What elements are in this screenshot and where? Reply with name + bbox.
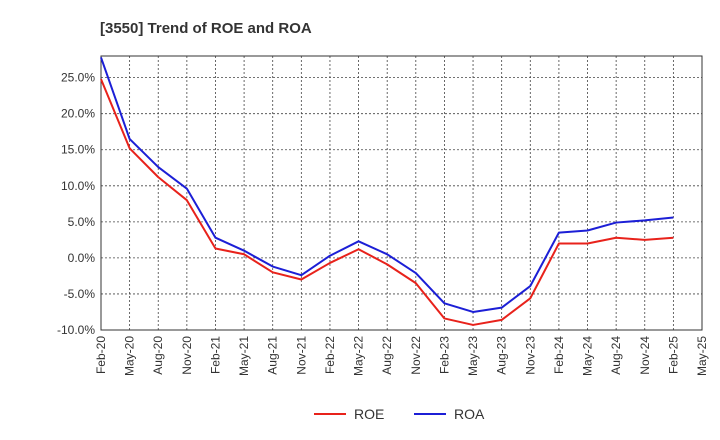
x-tick-label: Aug-22	[380, 336, 394, 375]
x-tick-label: Aug-23	[495, 336, 509, 375]
legend-label-roe: ROE	[354, 406, 384, 422]
x-axis-ticks: Feb-20 May-20 Aug-20 Nov-20 Feb-21 May-21 Aug-…	[94, 336, 709, 376]
series-line-roe	[100, 78, 674, 326]
x-tick-label: Nov-24	[638, 336, 652, 375]
x-tick-label: May-23	[466, 336, 480, 376]
y-tick-label: 25.0%	[61, 71, 95, 85]
legend-label-roa: ROA	[454, 406, 485, 422]
x-tick-label: Aug-24	[609, 336, 623, 375]
x-tick-label: Aug-20	[151, 336, 165, 375]
y-tick-label: 20.0%	[61, 107, 95, 121]
series-lines	[100, 57, 674, 326]
chart-title: [3550] Trend of ROE and ROA	[100, 20, 312, 37]
x-tick-label: Nov-22	[409, 336, 423, 375]
x-tick-label: May-24	[581, 336, 595, 376]
x-tick-label: Aug-21	[266, 336, 280, 375]
y-tick-label: -10.0%	[57, 323, 95, 337]
x-tick-label: Feb-22	[323, 336, 337, 374]
grid-lines	[100, 56, 703, 331]
x-tick-label: Feb-25	[666, 336, 680, 374]
y-tick-label: 15.0%	[61, 143, 95, 157]
series-line-roa	[100, 57, 674, 313]
x-tick-label: Feb-24	[552, 336, 566, 374]
y-tick-label: -5.0%	[64, 287, 96, 301]
y-tick-label: 5.0%	[68, 215, 96, 229]
plot-area-frame	[100, 55, 703, 331]
legend: ROE ROA	[314, 406, 485, 422]
x-tick-label: Feb-21	[208, 336, 222, 374]
x-tick-label: Nov-21	[294, 336, 308, 375]
x-tick-label: Feb-23	[437, 336, 451, 374]
x-tick-label: May-25	[695, 336, 709, 376]
x-tick-label: Nov-23	[523, 336, 537, 375]
y-axis-ticks: -10.0% -5.0% 0.0% 5.0% 10.0% 15.0% 20.0% 25.0%	[57, 71, 95, 337]
y-tick-label: 10.0%	[61, 179, 95, 193]
x-tick-label: Feb-20	[94, 336, 108, 374]
x-tick-label: May-21	[237, 336, 251, 376]
y-tick-label: 0.0%	[68, 251, 96, 265]
x-tick-label: Nov-20	[180, 336, 194, 375]
x-tick-label: May-22	[352, 336, 366, 376]
x-tick-label: May-20	[123, 336, 137, 376]
